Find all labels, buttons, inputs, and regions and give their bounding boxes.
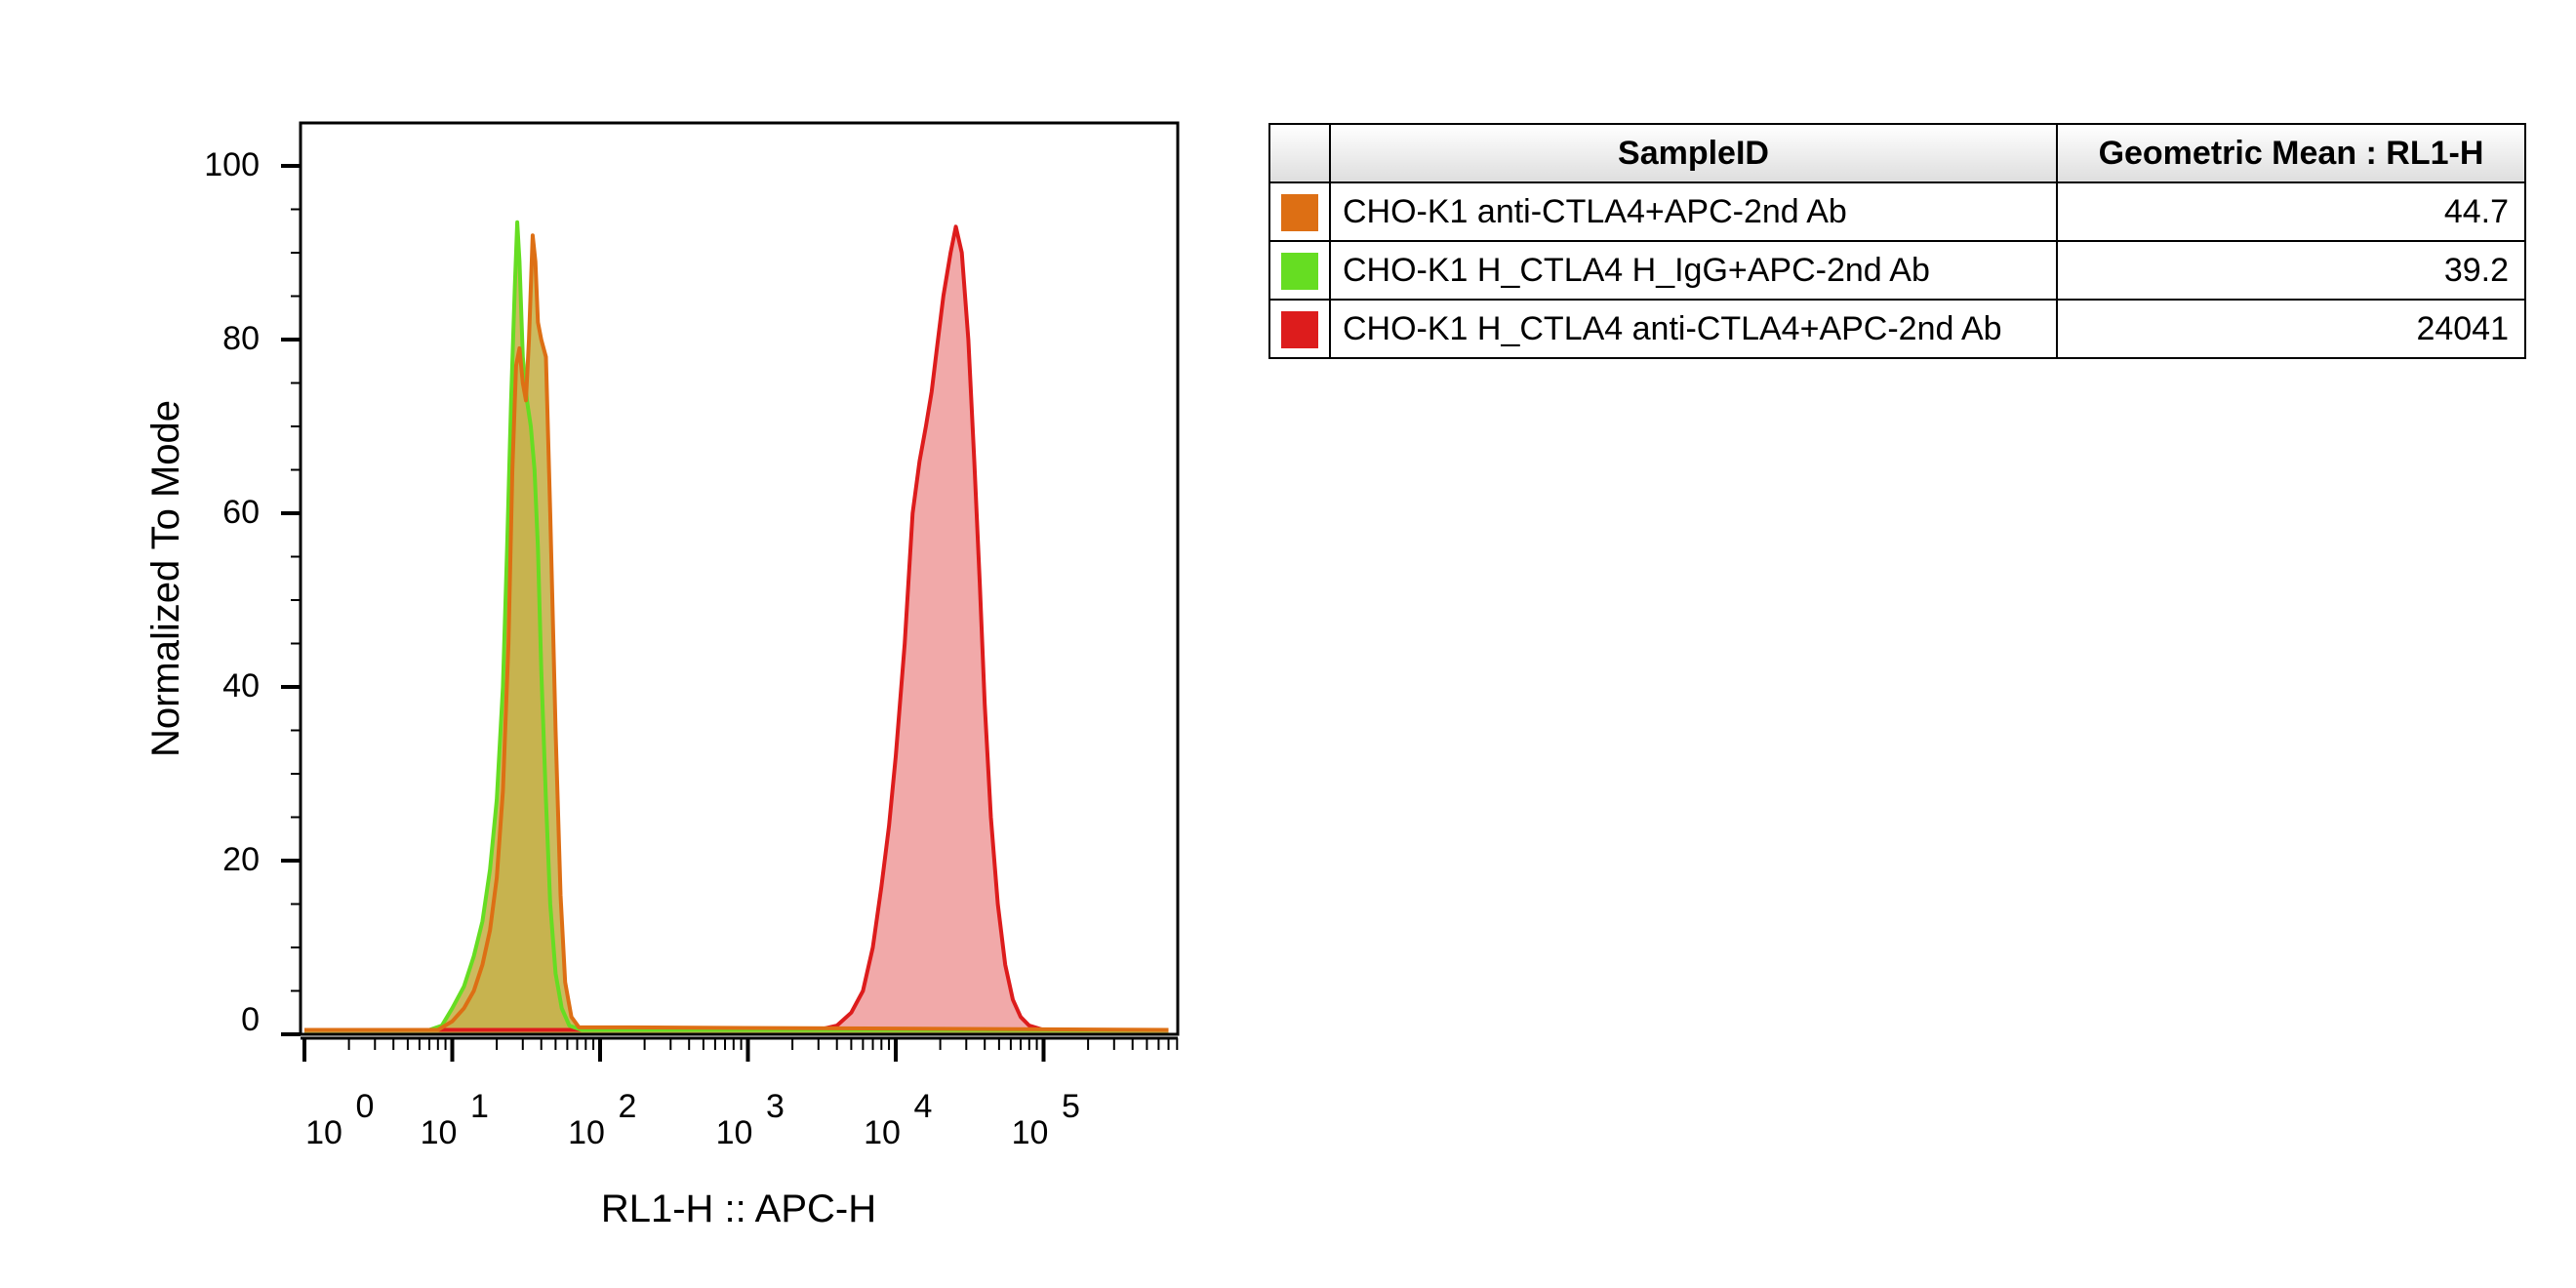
legend-sample-name: CHO-K1 anti-CTLA4+APC-2nd Ab xyxy=(1329,181,2058,242)
legend-geomean-value: 39.2 xyxy=(2056,240,2526,301)
y-tick-label: 0 xyxy=(241,1001,260,1038)
y-tick-label: 80 xyxy=(222,320,260,357)
legend-swatch xyxy=(1281,194,1318,231)
y-tick-label: 20 xyxy=(222,841,260,878)
legend-header-swatch xyxy=(1268,123,1331,183)
legend-swatch-cell xyxy=(1268,299,1331,359)
x-tick-exponent: 5 xyxy=(1062,1088,1080,1125)
y-tick-label: 100 xyxy=(204,146,260,183)
legend-row: CHO-K1 H_CTLA4 anti-CTLA4+APC-2nd Ab 240… xyxy=(1268,299,2526,359)
legend-sample-name: CHO-K1 H_CTLA4 anti-CTLA4+APC-2nd Ab xyxy=(1329,299,2058,359)
y-axis: 0 20 40 60 80 100 xyxy=(204,146,301,1038)
series-fill-0 xyxy=(304,226,1169,1034)
x-tick-exponent: 2 xyxy=(619,1088,637,1125)
x-tick-label: 10 xyxy=(568,1114,605,1151)
x-tick-label: 10 xyxy=(864,1114,901,1151)
series-layer xyxy=(304,220,1169,1034)
x-tick-label: 10 xyxy=(716,1114,753,1151)
series-line-2 xyxy=(304,233,1169,1032)
legend-row: CHO-K1 anti-CTLA4+APC-2nd Ab 44.7 xyxy=(1268,181,2526,242)
x-tick-label: 10 xyxy=(421,1114,458,1151)
x-tick-exponent: 4 xyxy=(914,1088,933,1125)
legend-table: SampleID Geometric Mean : RL1-H CHO-K1 a… xyxy=(1268,123,2526,359)
series-line-0 xyxy=(304,224,1169,1032)
legend-swatch-cell xyxy=(1268,181,1331,242)
x-tick-label: 10 xyxy=(305,1114,342,1151)
legend-swatch xyxy=(1281,311,1318,348)
x-tick-exponent: 1 xyxy=(470,1088,489,1125)
plot-frame xyxy=(299,121,1180,1036)
legend-geomean-value: 44.7 xyxy=(2056,181,2526,242)
legend-header-geomean: Geometric Mean : RL1-H xyxy=(2056,123,2526,183)
legend-header-row: SampleID Geometric Mean : RL1-H xyxy=(1268,123,2526,183)
series-fill-1 xyxy=(304,221,1169,1034)
legend-row: CHO-K1 H_CTLA4 H_IgG+APC-2nd Ab 39.2 xyxy=(1268,240,2526,301)
x-tick-exponent: 0 xyxy=(356,1088,375,1125)
legend-header-sampleid: SampleID xyxy=(1329,123,2058,183)
x-axis: 10 0 10 1 10 2 10 3 10 4 10 5 xyxy=(301,1036,1179,1151)
series-fill-2 xyxy=(304,235,1169,1034)
series-line-1 xyxy=(304,220,1169,1032)
x-tick-label: 10 xyxy=(1012,1114,1049,1151)
y-tick-label: 40 xyxy=(222,667,260,704)
x-axis-title: RL1-H :: APC-H xyxy=(601,1187,876,1230)
legend-sample-name: CHO-K1 H_CTLA4 H_IgG+APC-2nd Ab xyxy=(1329,240,2058,301)
legend-geomean-value: 24041 xyxy=(2056,299,2526,359)
y-axis-title: Normalized To Mode xyxy=(144,400,187,757)
x-tick-exponent: 3 xyxy=(766,1088,785,1125)
legend-swatch-cell xyxy=(1268,240,1331,301)
legend-swatch xyxy=(1281,253,1318,290)
y-tick-label: 60 xyxy=(222,494,260,531)
